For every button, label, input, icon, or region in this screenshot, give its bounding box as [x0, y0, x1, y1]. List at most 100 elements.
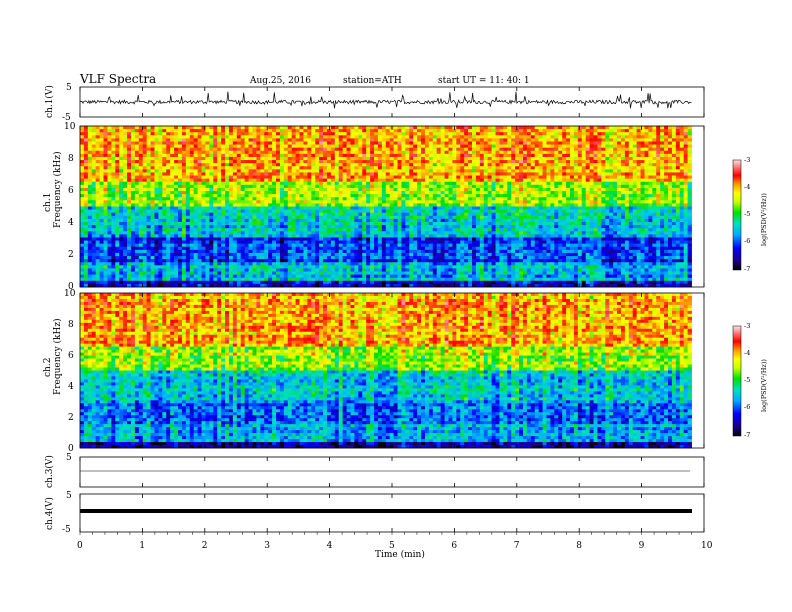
spectrogram-cell: [311, 203, 315, 207]
spectrogram-cell: [260, 216, 264, 220]
spectrogram-cell: [147, 176, 151, 180]
spectrogram-cell: [382, 203, 386, 207]
spectrogram-cell: [543, 197, 547, 201]
spectrogram-cell: [107, 145, 111, 149]
spectrogram-cell: [405, 182, 409, 186]
spectrogram-cell: [527, 138, 531, 142]
spectrogram-cell: [331, 203, 335, 207]
spectrogram-cell: [174, 154, 178, 158]
spectrogram-cell: [284, 163, 288, 167]
spectrogram-cell: [613, 132, 617, 136]
spectrogram-cell: [594, 179, 598, 183]
spectrogram-cell: [456, 203, 460, 207]
spectrogram-cell: [676, 179, 680, 183]
spectrogram-cell: [637, 216, 641, 220]
spectrogram-cell: [241, 191, 245, 195]
spectrogram-cell: [680, 216, 684, 220]
spectrogram-cell: [539, 188, 543, 192]
spectrogram-cell: [300, 169, 304, 173]
spectrogram-cell: [405, 160, 409, 164]
spectrogram-cell: [374, 172, 378, 176]
spectrogram-cell: [523, 188, 527, 192]
spectrogram-cell: [578, 213, 582, 217]
spectrogram-cell: [292, 222, 296, 226]
spectrogram-cell: [562, 182, 566, 186]
spectrogram-cell: [370, 172, 374, 176]
spectrogram-cell: [507, 151, 511, 155]
spectrogram-cell: [205, 216, 209, 220]
spectrogram-cell: [609, 200, 613, 204]
spectrogram-cell: [660, 135, 664, 139]
spectrogram-cell: [586, 194, 590, 198]
spectrogram-cell: [347, 138, 351, 142]
spectrogram-cell: [652, 154, 656, 158]
spectrogram-cell: [398, 210, 402, 214]
spectrogram-cell: [625, 188, 629, 192]
spectrogram-cell: [613, 222, 617, 226]
spectrogram-cell: [186, 145, 190, 149]
header-start-time: start UT = 11: 40: 1: [438, 76, 530, 86]
spectrogram-cell: [272, 135, 276, 139]
spectrogram-cell: [182, 194, 186, 198]
spectrogram-cell: [166, 154, 170, 158]
spectrogram-cell: [127, 157, 131, 161]
spectrogram-cell: [358, 197, 362, 201]
spectrogram-cell: [531, 135, 535, 139]
spectrogram-cell: [660, 166, 664, 170]
spectrogram-cell: [476, 172, 480, 176]
spectrogram-cell: [527, 157, 531, 161]
spectrogram-cell: [370, 200, 374, 204]
spectrogram-cell: [170, 213, 174, 217]
spectrogram-cell: [476, 126, 480, 130]
spectrogram-cell: [641, 172, 645, 176]
spectrogram-cell: [417, 126, 421, 130]
spectrogram-cell: [586, 126, 590, 130]
spectrogram-cell: [315, 129, 319, 133]
spectrogram-cell: [221, 148, 225, 152]
spectrogram-cell: [154, 132, 158, 136]
spectrogram-cell: [578, 160, 582, 164]
spectrogram-cell: [390, 160, 394, 164]
spectrogram-cell: [605, 213, 609, 217]
spectrogram-cell: [484, 135, 488, 139]
spectrogram-cell: [503, 163, 507, 167]
spectrogram-cell: [296, 172, 300, 176]
spectrogram-cell: [507, 138, 511, 142]
spectrogram-cell: [680, 210, 684, 214]
spectrogram-cell: [648, 154, 652, 158]
spectrogram-cell: [139, 216, 143, 220]
spectrogram-cell: [315, 219, 319, 223]
spectrogram-cell: [503, 200, 507, 204]
spectrogram-cell: [100, 151, 104, 155]
spectrogram-cell: [476, 151, 480, 155]
spectrogram-cell: [543, 207, 547, 211]
spectrogram-cell: [652, 160, 656, 164]
spectrogram-cell: [319, 210, 323, 214]
spectrogram-cell: [260, 207, 264, 211]
spectrogram-cell: [441, 148, 445, 152]
spectrogram-cell: [100, 176, 104, 180]
spectrogram-cell: [84, 154, 88, 158]
spectrogram-cell: [550, 185, 554, 189]
spectrogram-cell: [174, 197, 178, 201]
spectrogram-cell: [186, 222, 190, 226]
spectrogram-cell: [213, 216, 217, 220]
spectrogram-cell: [672, 141, 676, 145]
spectrogram-cell: [252, 163, 256, 167]
spectrogram-cell: [617, 129, 621, 133]
spectrogram-cell: [476, 219, 480, 223]
spectrogram-cell: [441, 188, 445, 192]
spectrogram-cell: [288, 154, 292, 158]
spectrogram-cell: [213, 148, 217, 152]
spectrogram-cell: [284, 200, 288, 204]
spectrogram-cell: [194, 200, 198, 204]
spectrogram-cell: [421, 182, 425, 186]
spectrogram-cell: [386, 182, 390, 186]
spectrogram-cell: [613, 166, 617, 170]
spectrogram-cell: [382, 194, 386, 198]
spectrogram-cell: [362, 200, 366, 204]
spectrogram-cell: [405, 197, 409, 201]
spectrogram-cell: [460, 154, 464, 158]
spectrogram-cell: [562, 154, 566, 158]
spectrogram-cell: [652, 138, 656, 142]
